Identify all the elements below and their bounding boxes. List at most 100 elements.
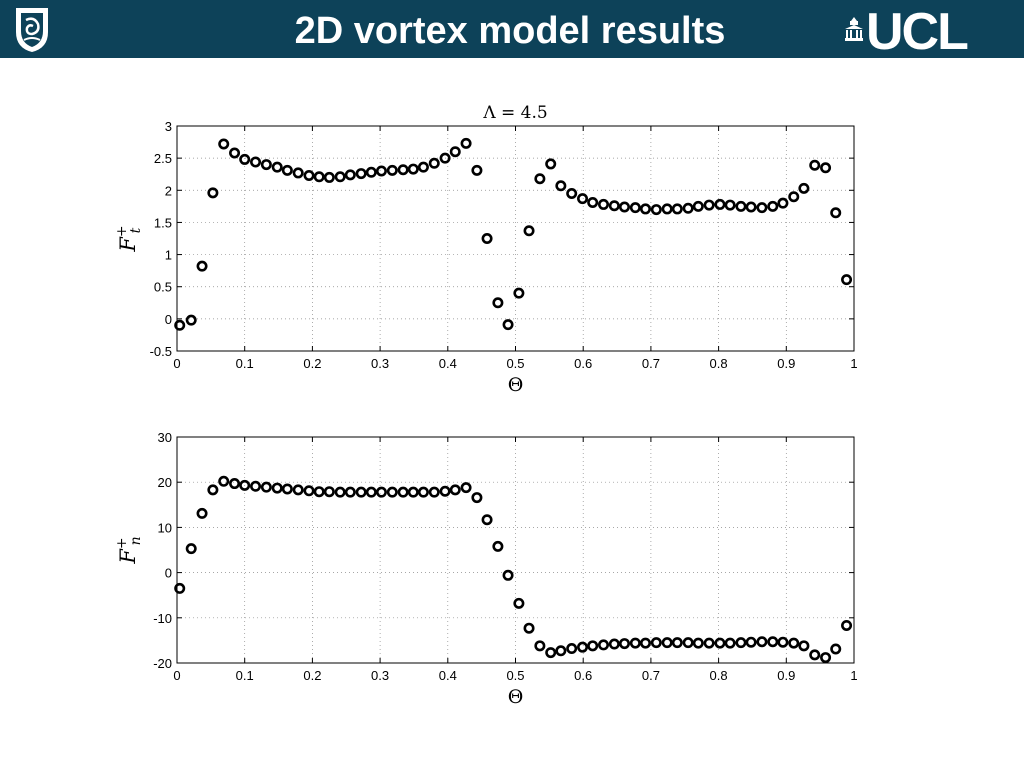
data-point (471, 164, 483, 176)
y-tick-label: 0 (165, 312, 172, 327)
y-tick-label: 0 (165, 566, 172, 581)
ucl-logo-text: UCL (866, 3, 969, 61)
data-point (460, 482, 472, 494)
y-tick-label: -10 (153, 611, 172, 626)
data-point (598, 198, 610, 210)
data-point (555, 645, 567, 657)
x-tick-label: 0.9 (777, 356, 795, 371)
data-point (650, 204, 662, 216)
data-point (218, 475, 230, 487)
data-point (292, 484, 304, 496)
data-point (714, 637, 726, 649)
x-tick-label: 0.7 (642, 356, 660, 371)
data-point (344, 486, 356, 498)
data-point (428, 157, 440, 169)
data-point (281, 164, 293, 176)
data-point (271, 161, 283, 173)
data-point (661, 637, 673, 649)
data-point (428, 486, 440, 498)
data-point (724, 637, 736, 649)
data-point (513, 287, 525, 299)
data-point (365, 166, 377, 178)
x-axis-label: Θ (508, 686, 524, 708)
data-point (555, 180, 567, 192)
data-point (355, 486, 367, 498)
x-tick-label: 0.2 (303, 668, 321, 683)
data-point (692, 637, 704, 649)
data-point (439, 152, 451, 164)
data-point (397, 164, 409, 176)
data-point (767, 636, 779, 648)
data-point (841, 274, 853, 286)
data-point (281, 483, 293, 495)
y-tick-label: 1 (165, 248, 172, 263)
y-tick-label: 3 (165, 119, 172, 134)
data-point (534, 173, 546, 185)
data-point (449, 146, 461, 158)
x-tick-label: 0.1 (236, 668, 254, 683)
data-point (375, 165, 387, 177)
data-point (439, 485, 451, 497)
y-axis-label: F+n (114, 536, 144, 564)
y-tick-label: -0.5 (150, 344, 172, 359)
data-point (375, 486, 387, 498)
data-point (523, 622, 535, 634)
y-tick-label: 1.5 (154, 215, 172, 230)
data-point (492, 540, 504, 552)
data-point (250, 156, 262, 168)
data-point (449, 484, 461, 496)
data-point (185, 314, 197, 326)
data-point (386, 486, 398, 498)
x-tick-label: 1 (850, 356, 857, 371)
data-point (271, 482, 283, 494)
data-point (788, 191, 800, 203)
x-tick-label: 0.8 (710, 356, 728, 371)
data-point (239, 479, 251, 491)
data-point (185, 543, 197, 555)
data-point (566, 188, 578, 200)
data-point (417, 161, 429, 173)
data-point (229, 147, 241, 159)
x-tick-label: 0.6 (574, 356, 592, 371)
data-point (745, 636, 757, 648)
x-tick-label: 0.9 (777, 668, 795, 683)
x-tick-label: 0.7 (642, 668, 660, 683)
left-crest-logo (12, 4, 52, 54)
data-point (671, 637, 683, 649)
data-point (229, 478, 241, 490)
y-tick-label: 2 (165, 183, 172, 198)
data-point (703, 199, 715, 211)
data-point (650, 637, 662, 649)
data-point (587, 197, 599, 209)
data-point (323, 486, 335, 498)
data-point (534, 640, 546, 652)
slide-title: 2D vortex model results (294, 10, 726, 52)
data-point (618, 201, 630, 213)
x-tick-label: 1 (850, 668, 857, 683)
x-tick-label: 0.5 (506, 668, 524, 683)
data-point (513, 597, 525, 609)
data-point (545, 647, 557, 659)
data-point (481, 514, 493, 526)
data-point (250, 480, 262, 492)
data-point (566, 643, 578, 655)
data-point (639, 203, 651, 215)
y-axis-label: F+t (114, 225, 144, 252)
data-point (313, 171, 325, 183)
data-point (809, 649, 821, 661)
x-tick-label: 0.8 (710, 668, 728, 683)
data-point (798, 182, 810, 194)
data-point (618, 638, 630, 650)
data-point (745, 201, 757, 213)
y-tick-label: 0.5 (154, 280, 172, 295)
y-tick-label: 20 (158, 475, 172, 490)
data-point (608, 200, 620, 212)
chart-title: Λ = 4.5 (482, 103, 547, 123)
ucl-logo: UCL (844, 4, 994, 60)
x-tick-label: 0.2 (303, 356, 321, 371)
x-tick-label: 0.3 (371, 668, 389, 683)
x-tick-label: 0 (173, 668, 180, 683)
data-point (661, 203, 673, 215)
data-point (577, 641, 589, 653)
